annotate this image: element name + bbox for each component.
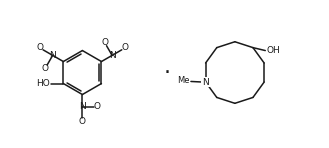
Text: O: O bbox=[101, 38, 108, 47]
Text: N: N bbox=[109, 51, 115, 60]
Text: N: N bbox=[79, 102, 86, 111]
Text: O: O bbox=[36, 43, 43, 52]
Text: N: N bbox=[49, 51, 56, 60]
Text: O: O bbox=[79, 117, 86, 126]
Text: O: O bbox=[121, 43, 129, 52]
Text: O: O bbox=[94, 102, 101, 111]
Text: HO: HO bbox=[36, 79, 50, 88]
Text: N: N bbox=[202, 78, 209, 87]
Text: OH: OH bbox=[266, 46, 280, 55]
Text: ·: · bbox=[164, 63, 171, 83]
Text: Me: Me bbox=[177, 76, 189, 85]
Text: O: O bbox=[42, 64, 49, 73]
